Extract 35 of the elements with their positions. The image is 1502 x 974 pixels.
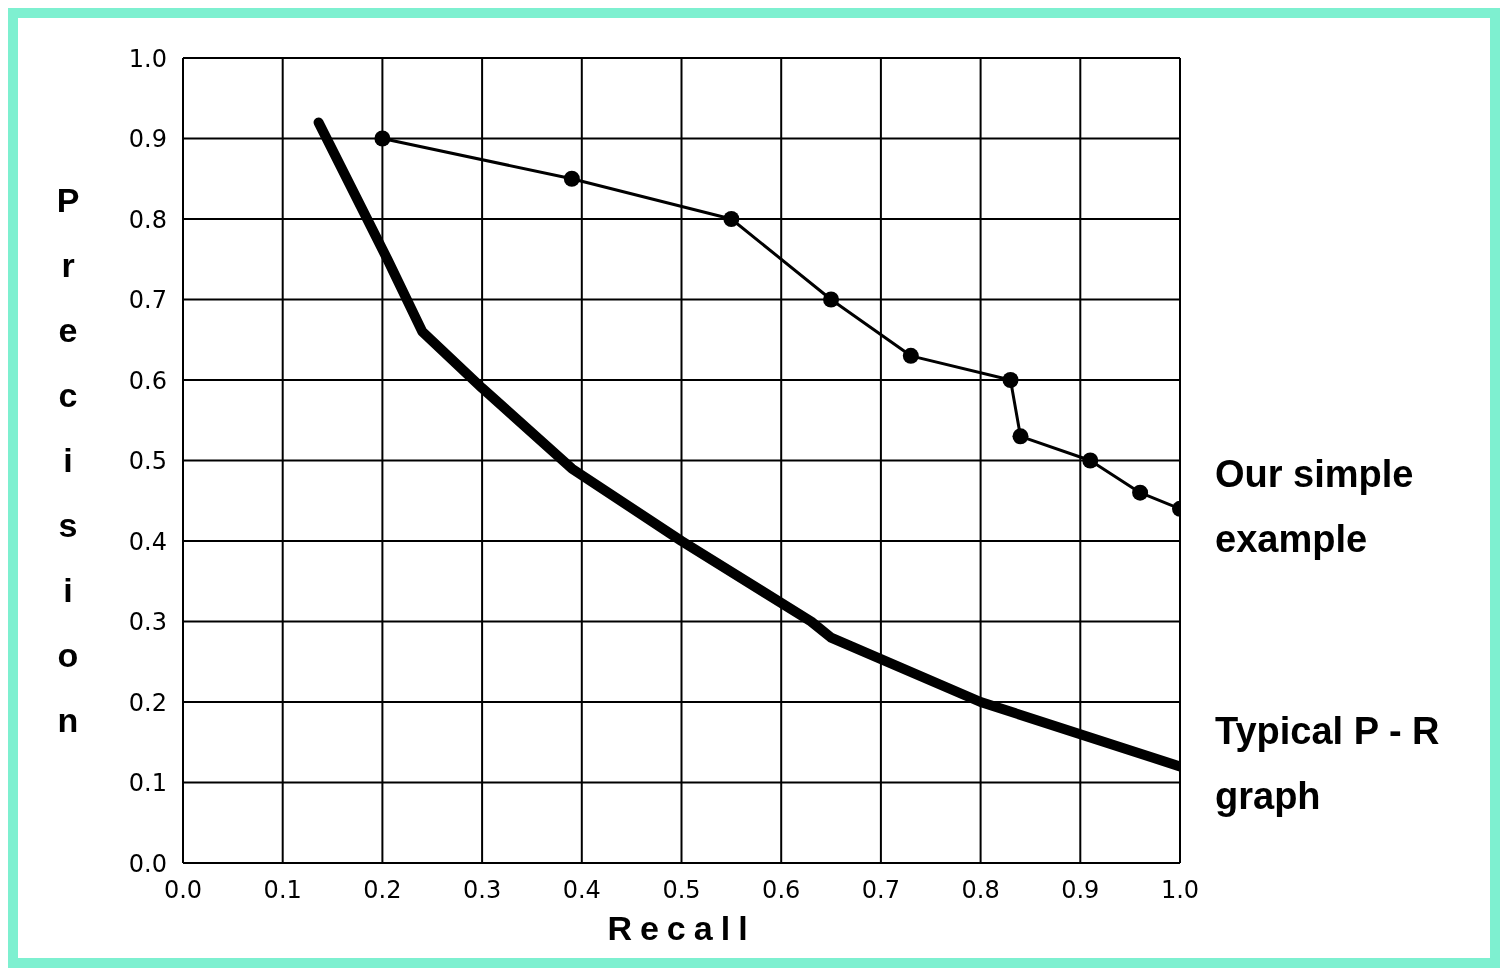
point <box>1002 372 1019 388</box>
y-tick-label: 0.2 <box>128 688 167 717</box>
x-tick-label: 0.6 <box>762 876 801 905</box>
y-tick-label: 0.7 <box>128 286 167 315</box>
point <box>1082 452 1099 469</box>
x-tick-label: 0.7 <box>861 876 900 905</box>
x-tick-label: 0.8 <box>961 876 1000 905</box>
x-tick-label: 0.2 <box>363 876 402 905</box>
point <box>1132 484 1149 501</box>
series-label: Typical P - R graph <box>1215 710 1440 818</box>
point <box>563 170 580 187</box>
point <box>723 211 740 227</box>
point <box>902 347 919 364</box>
x-tick-label: 0.5 <box>662 876 701 905</box>
x-tick-label: 0.9 <box>1061 876 1100 905</box>
point <box>823 291 840 308</box>
y-tick-label: 0.1 <box>128 769 167 798</box>
x-tick-label: 1.0 <box>1160 876 1200 905</box>
series-label: Our simple example <box>1215 452 1414 560</box>
y-tick-label: 0.4 <box>128 527 167 556</box>
x-tick-label: 0.1 <box>263 876 302 905</box>
x-tick-label: 0.4 <box>562 876 601 905</box>
text: Precision <box>56 181 80 740</box>
x-axis-title: Recall <box>607 909 756 947</box>
y-tick-label: 0.3 <box>128 608 167 637</box>
y-tick-label: 0.6 <box>128 366 167 395</box>
point <box>1012 428 1029 445</box>
y-tick-label: 0.8 <box>128 205 167 234</box>
y-tick-label: 0.9 <box>128 125 167 154</box>
point <box>374 130 391 147</box>
y-tick-label: 1.0 <box>128 44 167 73</box>
x-tick-label: 0.3 <box>463 876 502 905</box>
y-tick-label: 0.0 <box>128 849 167 878</box>
y-tick-label: 0.5 <box>128 447 167 476</box>
x-tick-label: 0.0 <box>163 876 203 905</box>
